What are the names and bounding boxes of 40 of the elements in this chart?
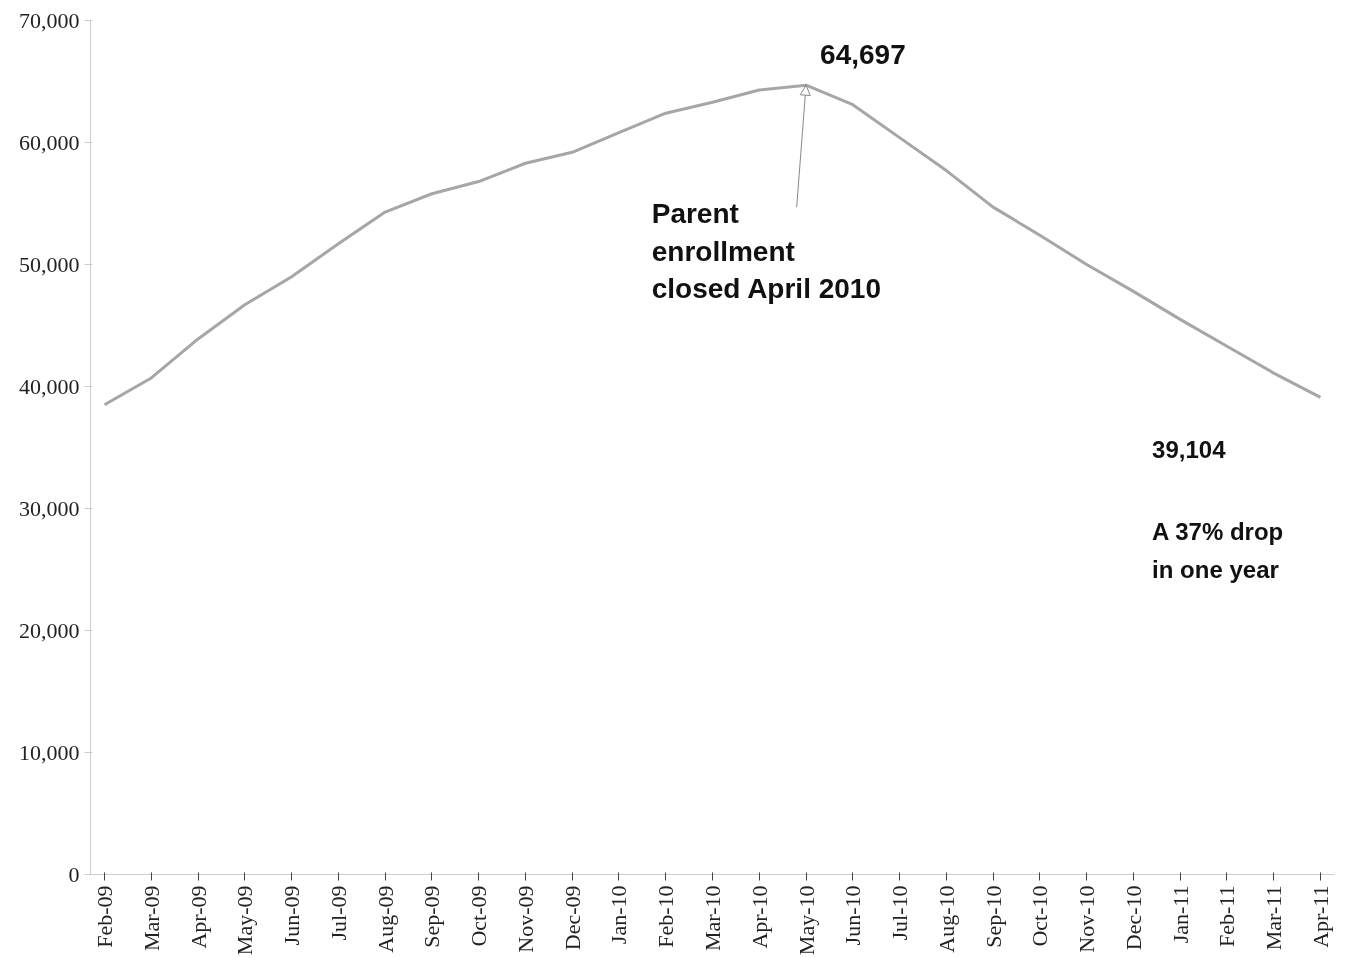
y-tick-label: 60,000 <box>19 129 80 155</box>
x-tick-label: Jun-10 <box>840 885 866 946</box>
x-tick-label: Sep-09 <box>419 885 445 948</box>
x-tick-label: Jun-09 <box>279 885 305 946</box>
x-tick-label: Nov-10 <box>1074 885 1100 953</box>
x-tick-label: Aug-09 <box>372 885 398 953</box>
annotation: A 37% drop in one year <box>1152 518 1284 583</box>
x-tick-label: May-10 <box>793 885 819 956</box>
x-tick-label: Jan-10 <box>606 885 632 945</box>
x-tick-label: May-09 <box>232 885 258 956</box>
x-tick-label: Nov-09 <box>512 885 538 953</box>
line-series <box>103 83 1322 407</box>
x-tick-label: Sep-10 <box>980 885 1006 948</box>
x-tick-label: Apr-09 <box>185 885 211 949</box>
x-tick-label: Feb-09 <box>92 885 118 948</box>
x-tick-label: Jul-09 <box>325 885 351 941</box>
x-tick-label: Apr-11 <box>1307 885 1333 948</box>
x-tick-label: Apr-10 <box>746 885 772 949</box>
x-tick-label: Feb-10 <box>653 885 679 948</box>
y-tick-label: 0 <box>68 861 80 887</box>
x-tick-label: Mar-10 <box>700 885 725 952</box>
x-tick-label: Dec-10 <box>1120 885 1146 951</box>
x-tick-label: Dec-09 <box>559 885 585 951</box>
x-tick-label: Oct-09 <box>466 885 492 947</box>
y-tick-label: 10,000 <box>19 739 80 765</box>
x-tick-label: Jul-10 <box>887 885 913 941</box>
annotation: 64,697 <box>820 39 906 71</box>
y-tick-label: 50,000 <box>19 251 80 277</box>
x-tick-label: Jan-11 <box>1167 885 1193 944</box>
x-tick-label: Feb-11 <box>1214 885 1240 948</box>
x-tick-label: Aug-10 <box>933 885 959 953</box>
annotation: 39,104 <box>1152 436 1227 464</box>
y-tick-label: 70,000 <box>19 7 80 33</box>
y-tick-label: 30,000 <box>19 495 80 521</box>
y-tick-label: 40,000 <box>19 373 80 399</box>
x-tick-label: Mar-11 <box>1261 885 1287 951</box>
y-tick-label: 20,000 <box>19 617 80 643</box>
x-tick-label: Mar-09 <box>138 885 164 952</box>
annotation: Parent enrollment closed April 2010 <box>651 197 881 305</box>
x-tick-label: Oct-10 <box>1027 885 1053 947</box>
